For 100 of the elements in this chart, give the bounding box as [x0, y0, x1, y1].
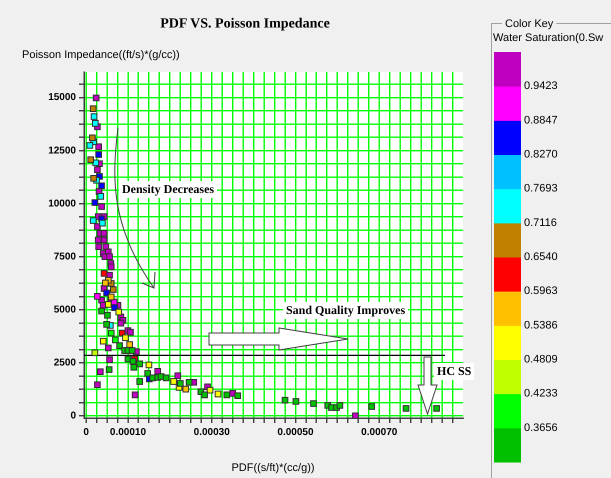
- point: [94, 236, 102, 244]
- point: [104, 301, 112, 308]
- point: [368, 403, 376, 410]
- chart-title: PDF VS. Poisson Impedance: [160, 16, 330, 32]
- point: [136, 378, 144, 385]
- point: [110, 286, 117, 293]
- point: [336, 402, 344, 409]
- point: [95, 151, 102, 158]
- point: [130, 358, 136, 365]
- color-bar-label: 0.8847: [524, 114, 558, 126]
- point: [90, 175, 97, 182]
- point: [122, 334, 129, 342]
- point: [206, 386, 214, 394]
- y-tick-label: 12500: [48, 145, 76, 156]
- point: [124, 356, 132, 362]
- annotation: Density Decreases: [119, 181, 218, 198]
- y-axis-title: Poisson Impedance((ft/s)*(g/cc)): [22, 49, 180, 62]
- point: [402, 405, 410, 412]
- point: [106, 366, 112, 373]
- point: [106, 253, 113, 260]
- point: [234, 392, 242, 400]
- point: [97, 193, 104, 200]
- point: [92, 94, 100, 102]
- x-tick-label: 0.00010: [110, 426, 146, 438]
- ref-line-label: HC SS: [434, 363, 474, 380]
- x-tick-label: 0.00070: [361, 426, 398, 438]
- point: [112, 336, 119, 344]
- point: [95, 243, 102, 250]
- color-bar-label: 0.3656: [524, 422, 558, 434]
- point: [182, 386, 190, 392]
- point: [352, 412, 359, 418]
- point: [100, 230, 108, 237]
- color-bar-label: 0.4809: [524, 354, 558, 366]
- point: [104, 312, 111, 319]
- point: [146, 362, 152, 368]
- y-tick-label: 0: [70, 410, 76, 422]
- point: [115, 308, 122, 316]
- point: [174, 372, 182, 380]
- point: [92, 120, 99, 127]
- point: [103, 321, 110, 328]
- x-tick-label: 0.00050: [277, 426, 314, 438]
- x-axis-title: PDF((s/ft)*(cc/g)): [231, 462, 315, 474]
- point: [97, 368, 104, 376]
- point: [94, 293, 101, 300]
- point: [132, 392, 138, 398]
- y-tick-label: 2500: [54, 358, 76, 369]
- y-tick-label: 5000: [54, 304, 76, 316]
- point: [223, 392, 230, 398]
- legend-title: Color Key: [505, 18, 554, 30]
- point: [118, 320, 124, 326]
- y-tick-label: 7500: [54, 251, 76, 262]
- point: [108, 264, 115, 270]
- color-bar-label: 0.5386: [524, 319, 558, 332]
- point: [136, 360, 144, 368]
- point: [201, 392, 208, 398]
- color-bar-label: 0.7116: [524, 216, 557, 229]
- color-bar-title: Water Saturation(0.Sw: [493, 32, 604, 44]
- point: [282, 396, 288, 404]
- point: [90, 217, 97, 224]
- y-tick-label: 15000: [48, 92, 76, 104]
- point: [90, 113, 98, 120]
- color-bar-label: 0.6540: [524, 251, 558, 263]
- point: [176, 380, 184, 387]
- x-tick-label: 0.00030: [194, 426, 230, 438]
- color-bar-label: 0.4233: [524, 388, 558, 400]
- point: [98, 308, 105, 314]
- color-bar-label: 0.9423: [524, 80, 558, 92]
- color-bar-label: 0.5963: [524, 285, 558, 298]
- point: [128, 347, 136, 354]
- point: [108, 330, 115, 336]
- point: [90, 105, 97, 112]
- point: [100, 338, 107, 344]
- point: [92, 199, 98, 206]
- point: [94, 166, 101, 173]
- y-tick-label: 10000: [48, 198, 76, 210]
- point: [433, 405, 440, 412]
- point: [87, 156, 94, 163]
- point: [104, 344, 112, 352]
- point: [95, 143, 102, 150]
- point: [92, 350, 98, 356]
- point: [170, 378, 177, 385]
- point: [127, 328, 134, 336]
- point: [162, 374, 170, 382]
- point: [102, 280, 109, 286]
- point: [130, 364, 138, 371]
- point: [100, 236, 108, 244]
- point: [100, 270, 108, 277]
- point: [99, 220, 106, 226]
- point: [292, 398, 300, 405]
- point: [89, 134, 96, 142]
- point: [108, 294, 115, 300]
- point: [116, 342, 123, 349]
- point: [98, 182, 105, 190]
- point: [144, 370, 151, 377]
- color-bar-label: 0.8270: [524, 148, 558, 161]
- point: [310, 400, 317, 407]
- point: [94, 381, 101, 388]
- point: [98, 203, 105, 210]
- point: [186, 379, 192, 386]
- color-bar-label: 0.7693: [524, 182, 558, 195]
